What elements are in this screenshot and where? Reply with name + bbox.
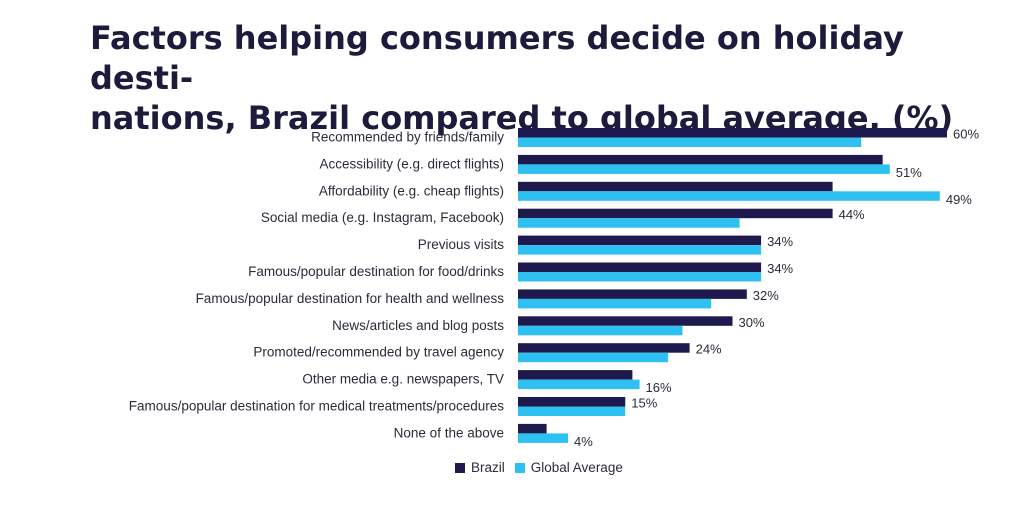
legend-label-brazil: Brazil (471, 460, 505, 475)
category-label: Promoted/recommended by travel agency (253, 345, 504, 360)
data-label: 30% (739, 315, 765, 330)
bar-global-average (518, 325, 683, 336)
category-label: Previous visits (418, 237, 505, 252)
bar-brazil (518, 343, 690, 353)
legend-item-brazil: Brazil (455, 460, 505, 475)
bar-group-other-media-e-g-newspapers-tv: Other media e.g. newspapers, TV 16% (302, 370, 672, 395)
bar-group-famous-popular-destination-for-medical-treatments-procedures: Famous/popular destination for medical t… (129, 396, 658, 416)
bar-global-average (518, 379, 640, 390)
category-label: Famous/popular destination for food/drin… (248, 264, 504, 279)
category-label: Affordability (e.g. cheap flights) (319, 183, 504, 198)
data-label: 4% (574, 434, 593, 449)
data-label: 34% (767, 261, 793, 276)
bar-group-none-of-the-above: None of the above 4% (394, 423, 593, 449)
bar-group-famous-popular-destination-for-health-and-wellness: Famous/popular destination for health an… (196, 288, 779, 309)
bar-group-promoted-recommended-by-travel-agency: Promoted/recommended by travel agency 24% (253, 342, 722, 363)
bar-brazil (518, 397, 626, 407)
bar-brazil (518, 423, 547, 434)
bar-group-previous-visits: Previous visits 34% (418, 234, 794, 255)
bar-global-average (518, 272, 762, 282)
data-label: 32% (753, 288, 779, 303)
data-label: 15% (631, 396, 657, 411)
category-label: Recommended by friends/family (311, 130, 504, 145)
bar-brazil (518, 316, 733, 326)
bar-global-average (518, 352, 669, 363)
category-label: News/articles and blog posts (332, 318, 504, 333)
category-label: Other media e.g. newspapers, TV (302, 372, 504, 387)
bar-group-recommended-by-friends-family: Recommended by friends/family 60% (311, 127, 979, 147)
bar-brazil (518, 289, 747, 299)
category-label: Accessibility (e.g. direct flights) (319, 156, 504, 171)
bar-global-average (518, 164, 890, 174)
bar-global-average (518, 137, 862, 147)
bar-group-social-media-e-g-instagram-facebook: Social media (e.g. Instagram, Facebook) 4… (261, 207, 865, 228)
category-label: Famous/popular destination for health an… (196, 291, 505, 306)
bar-global-average (518, 406, 626, 416)
bar-brazil (518, 235, 762, 246)
data-label: 34% (767, 234, 793, 249)
data-label: 16% (646, 380, 672, 395)
bar-brazil (518, 181, 833, 192)
bar-group-affordability-e-g-cheap-flights: Affordability (e.g. cheap flights) 49% (319, 181, 972, 207)
bar-global-average (518, 218, 740, 228)
bar-global-average (518, 298, 712, 309)
bar-group-accessibility-e-g-direct-flights: Accessibility (e.g. direct flights) 51% (319, 154, 922, 180)
category-label: Social media (e.g. Instagram, Facebook) (261, 210, 504, 225)
bar-brazil (518, 370, 633, 380)
data-label: 60% (953, 127, 979, 142)
chart-title-line-1: Factors helping consumers decide on holi… (90, 19, 904, 97)
data-label: 49% (946, 192, 972, 207)
bar-brazil (518, 154, 883, 165)
bar-global-average (518, 245, 762, 255)
category-label: Famous/popular destination for medical t… (129, 399, 504, 414)
legend-swatch-brazil (455, 462, 465, 473)
legend-item-global-average: Global Average (514, 460, 623, 475)
category-label: None of the above (394, 425, 504, 440)
bar-brazil (518, 262, 762, 272)
chart-legend: Brazil Global Average (455, 460, 623, 475)
bar-brazil (518, 128, 947, 138)
data-label: 44% (839, 207, 865, 222)
bar-group-news-articles-and-blog-posts: News/articles and blog posts 30% (332, 315, 765, 336)
bar-group-famous-popular-destination-for-food-drinks: Famous/popular destination for food/drin… (248, 261, 794, 282)
bar-brazil (518, 208, 833, 219)
data-label: 24% (696, 342, 722, 357)
bar-global-average (518, 433, 569, 443)
bar-global-average (518, 191, 940, 201)
data-label: 51% (896, 165, 922, 180)
legend-swatch-global-average (514, 462, 525, 473)
legend-label-global-average: Global Average (530, 460, 623, 475)
